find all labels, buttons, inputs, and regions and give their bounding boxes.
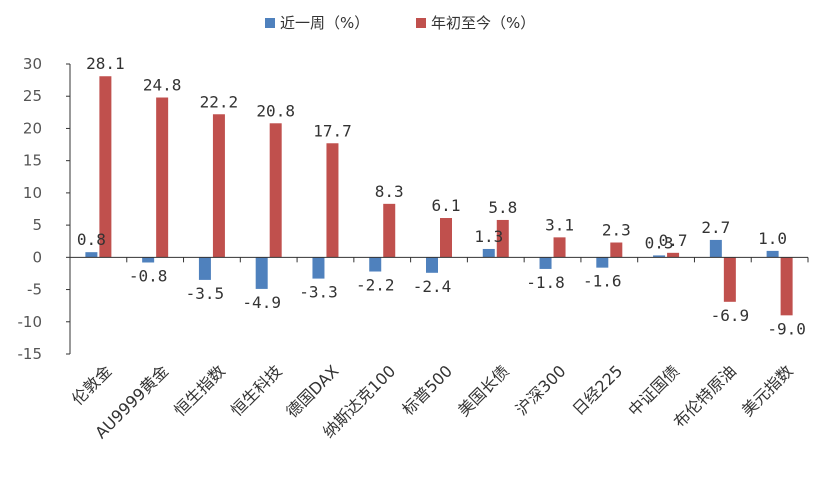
- category-label: 美国长债: [454, 361, 513, 420]
- category-label: 标普500: [398, 361, 456, 419]
- bar-ytd: [99, 76, 112, 258]
- bar-week: [709, 239, 722, 258]
- data-label-ytd: 22.2: [200, 92, 239, 111]
- legend-label-0: 近一周（%）: [280, 14, 369, 32]
- y-tick-label: 20: [23, 119, 42, 137]
- legend-swatch-0: [265, 18, 275, 28]
- bar-week: [596, 257, 609, 268]
- data-label-ytd: 5.8: [488, 198, 517, 217]
- y-tick-label: 15: [23, 152, 42, 170]
- y-tick-label: -10: [18, 313, 43, 331]
- category-label: 布伦特原油: [670, 361, 740, 431]
- y-tick-label: -5: [27, 281, 42, 299]
- bar-ytd: [496, 219, 509, 258]
- data-label-ytd: 0.7: [659, 231, 688, 250]
- data-labels: 0.8 28.1 -0.8 24.8 -3.5 22.2 -4.9 20.8 -3.3 17.7 -…: [77, 54, 806, 338]
- bar-ytd: [610, 242, 623, 258]
- data-label-week: 1.0: [758, 229, 787, 248]
- data-label-week: -4.9: [242, 293, 281, 312]
- category-label: 美元指数: [738, 361, 797, 420]
- bar-ytd: [326, 143, 339, 258]
- data-label-ytd: 6.1: [432, 196, 461, 215]
- data-label-week: -3.3: [299, 283, 338, 302]
- bar-week: [539, 257, 552, 269]
- data-label-week: 0.3: [645, 233, 674, 252]
- data-label-ytd: 28.1: [86, 54, 125, 73]
- data-label-ytd: 3.1: [545, 215, 574, 234]
- bar-ytd: [780, 257, 793, 316]
- data-label-ytd: -9.0: [767, 319, 806, 338]
- bar-ytd: [440, 218, 452, 258]
- data-label-week: -1.8: [526, 273, 565, 292]
- category-label: 伦敦金: [68, 361, 115, 408]
- y-tick-label: 30: [23, 55, 42, 73]
- bar-ytd: [269, 123, 282, 258]
- bars: [85, 76, 793, 316]
- category-label: 恒生指数: [170, 361, 229, 420]
- data-label-week: 1.3: [474, 227, 503, 246]
- legend: 近一周（%） 年初至今（%）: [265, 14, 535, 32]
- bar-ytd: [723, 257, 736, 302]
- bar-ytd: [667, 252, 680, 258]
- bar-ytd: [383, 203, 396, 258]
- data-label-week: -1.6: [583, 272, 622, 291]
- data-label-week: -2.4: [413, 277, 452, 296]
- data-label-ytd: -6.9: [711, 306, 750, 325]
- data-label-ytd: 17.7: [313, 121, 352, 140]
- bar-week: [426, 257, 438, 273]
- y-tick-label: -15: [18, 345, 43, 363]
- legend-swatch-1: [416, 18, 426, 28]
- y-tick-label: 10: [23, 184, 42, 202]
- bar-ytd: [156, 97, 169, 258]
- bar-week: [312, 257, 325, 279]
- bar-week: [653, 255, 666, 258]
- category-label: 沪深300: [512, 361, 570, 419]
- legend-label-1: 年初至今（%）: [431, 14, 535, 32]
- category-label: 日经225: [569, 361, 627, 419]
- bar-week: [766, 250, 779, 258]
- bar-week: [85, 252, 98, 258]
- y-tick-label: 5: [32, 216, 42, 234]
- bar-week: [198, 257, 211, 280]
- category-label: 中证国债: [624, 361, 683, 420]
- data-label-week: -3.5: [186, 284, 225, 303]
- data-label-week: 0.8: [77, 230, 106, 249]
- bar-ytd: [212, 114, 225, 258]
- bar-week: [482, 248, 495, 258]
- data-label-ytd: 8.3: [375, 182, 404, 201]
- bar-week: [142, 257, 155, 263]
- bar-ytd: [553, 237, 566, 258]
- y-tick-label: 0: [32, 248, 42, 266]
- data-label-ytd: 24.8: [143, 76, 182, 95]
- category-label: 恒生科技: [227, 361, 286, 420]
- bar-week: [255, 257, 268, 289]
- bar-week: [369, 257, 382, 272]
- y-axis: 30 25 20 15 10 5 0 -5 -10 -15: [18, 55, 71, 363]
- data-label-week: -2.2: [356, 276, 395, 295]
- data-label-ytd: 2.3: [602, 221, 631, 240]
- y-tick-label: 25: [23, 87, 42, 105]
- data-label-ytd: 20.8: [256, 101, 295, 120]
- data-label-week: -0.8: [129, 266, 168, 285]
- data-label-week: 2.7: [701, 218, 730, 237]
